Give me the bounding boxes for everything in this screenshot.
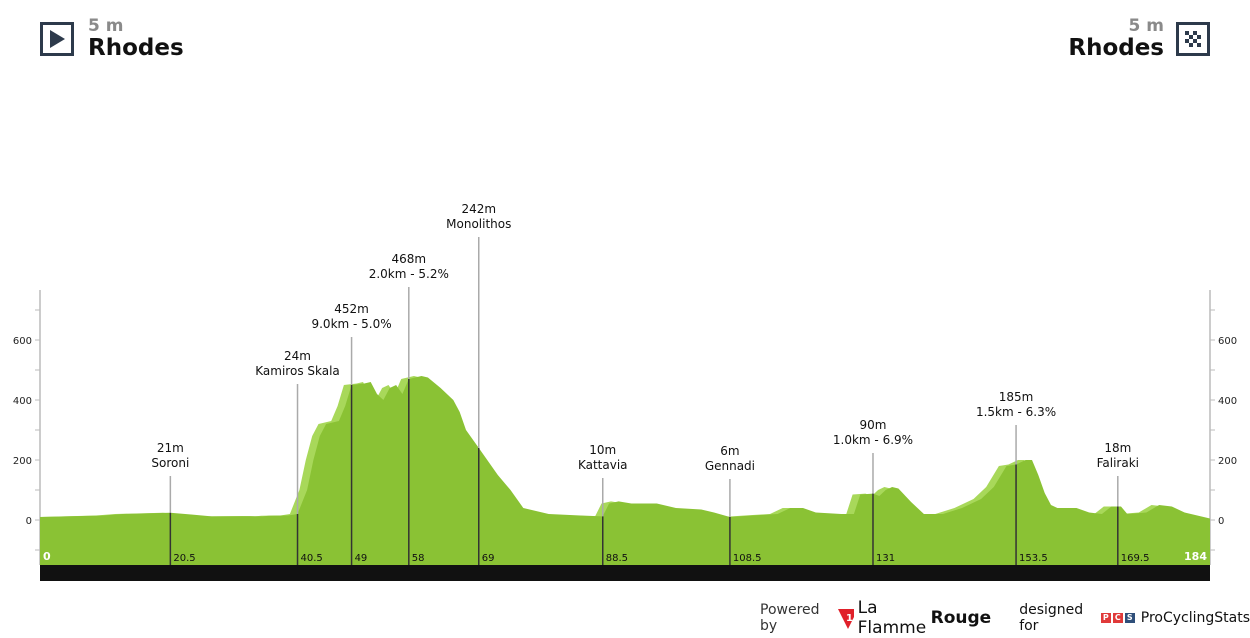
- marker-km-label: 40.5: [301, 553, 323, 564]
- marker-name: Kattavia: [578, 458, 628, 472]
- marker-name: Soroni: [151, 456, 189, 470]
- marker-elevation: 90m: [860, 418, 887, 432]
- marker-km-label: 69: [482, 553, 495, 564]
- brand-bold: Rouge: [930, 608, 992, 628]
- start-elevation: 5 m: [88, 16, 124, 36]
- distance-bar: [40, 565, 1210, 581]
- pcs-letter: P: [1100, 613, 1111, 623]
- marker-name: 9.0km - 5.0%: [311, 317, 391, 331]
- marker-name: Faliraki: [1097, 456, 1139, 470]
- powered-by-label: Powered by: [760, 602, 820, 634]
- marker-km-label: 108.5: [733, 553, 762, 564]
- pcs-letter: S: [1124, 613, 1135, 623]
- marker-km-label: 153.5: [1019, 553, 1048, 564]
- marker-elevation: 185m: [999, 390, 1034, 404]
- flamme-rouge-icon: 1: [838, 609, 854, 629]
- checkered-flag-icon: [1176, 22, 1210, 56]
- start-city: Rhodes: [88, 35, 184, 61]
- y-tick-label-right: 600: [1218, 336, 1237, 347]
- finish-city: Rhodes: [1068, 35, 1164, 61]
- marker-elevation: 6m: [720, 444, 739, 458]
- y-tick-label-left: 200: [13, 456, 32, 467]
- marker-name: 2.0km - 5.2%: [369, 267, 449, 281]
- finish-header: 5 m Rhodes: [1068, 18, 1210, 60]
- pcs-letter: C: [1112, 613, 1123, 623]
- designed-for-label: designed for: [1019, 602, 1084, 634]
- marker-name: Monolithos: [446, 217, 511, 231]
- marker-elevation: 24m: [284, 349, 311, 363]
- marker-name: Kamiros Skala: [255, 364, 340, 378]
- marker-name: 1.5km - 6.3%: [976, 405, 1056, 419]
- marker-km-label: 88.5: [606, 553, 628, 564]
- marker-elevation: 10m: [589, 443, 616, 457]
- marker-km-label: 20.5: [173, 553, 195, 564]
- pcs-logo: P C S: [1100, 613, 1135, 623]
- y-tick-label-left: 0: [26, 516, 32, 527]
- stage-profile: 5 m Rhodes 5 m Rhodes 0 0 200 200 400 400 600 6…: [13, 18, 1250, 638]
- marker-elevation: 242m: [461, 202, 496, 216]
- profile-area: [40, 376, 1210, 565]
- y-tick-label-right: 0: [1218, 516, 1224, 527]
- svg-text:1: 1: [846, 613, 853, 624]
- marker-km-label: 169.5: [1121, 553, 1150, 564]
- marker-elevation: 21m: [157, 441, 184, 455]
- marker-elevation: 468m: [392, 252, 427, 266]
- marker-km-label: 131: [876, 553, 895, 564]
- y-tick-label-left: 400: [13, 396, 32, 407]
- y-tick-label-right: 200: [1218, 456, 1237, 467]
- marker-elevation: 452m: [334, 302, 369, 316]
- la-flamme-rouge-logo[interactable]: 1 La Flamme Rouge: [838, 598, 991, 638]
- marker-name: 1.0km - 6.9%: [833, 433, 913, 447]
- marker-elevation: 18m: [1104, 441, 1131, 455]
- pcs-name: ProCyclingStats: [1140, 610, 1250, 626]
- marker-km-label: 49: [355, 553, 368, 564]
- km-end-label: 184: [1184, 550, 1207, 563]
- start-header: 5 m Rhodes: [40, 18, 184, 60]
- brand-light: La Flamme: [857, 598, 927, 638]
- marker-name: Gennadi: [705, 459, 755, 473]
- y-tick-label-left: 600: [13, 336, 32, 347]
- play-start-icon: [40, 22, 74, 56]
- finish-elevation: 5 m: [1128, 16, 1164, 36]
- km-start-label: 0: [43, 550, 51, 563]
- footer: Powered by 1 La Flamme Rouge designed for…: [760, 598, 1250, 638]
- y-tick-label-right: 400: [1218, 396, 1237, 407]
- marker-km-label: 58: [412, 553, 425, 564]
